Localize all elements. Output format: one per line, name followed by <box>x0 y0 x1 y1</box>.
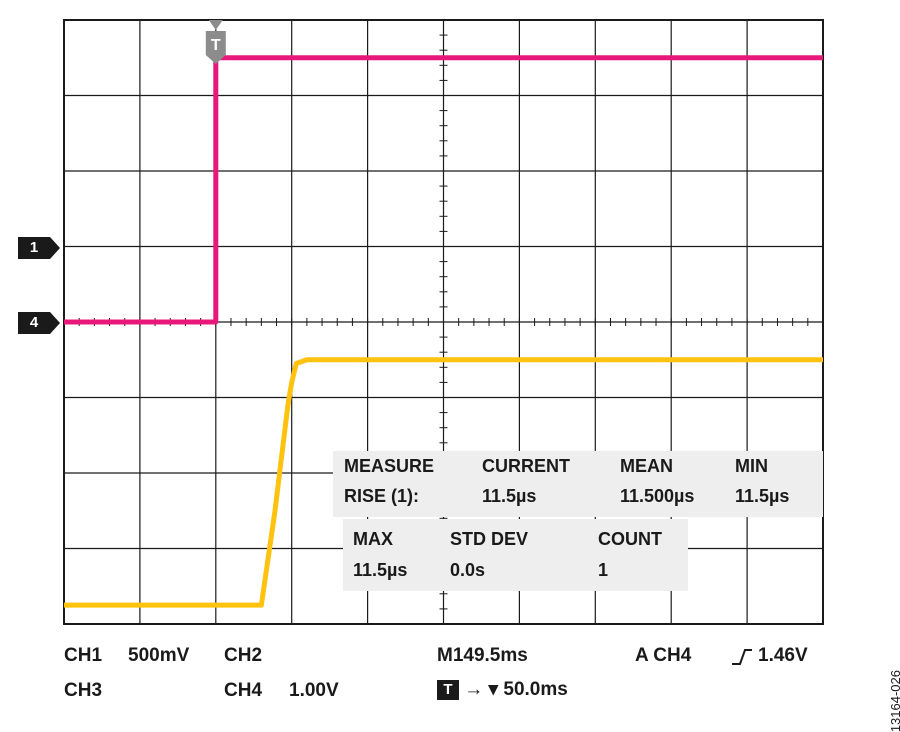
max-label: MAX <box>353 529 393 549</box>
measurement-panel-top <box>333 451 823 517</box>
trigger-position-icon: T <box>437 679 459 700</box>
trigger-level: 1.46V <box>758 645 808 666</box>
ch1-ground-marker: 1 <box>18 237 62 259</box>
stddev-label: STD DEV <box>450 529 529 549</box>
trigger-marker-group: T <box>205 20 226 64</box>
traces <box>64 55 823 608</box>
ch4-ground-marker: 4 <box>18 312 62 334</box>
mean-label: MEAN <box>620 456 673 476</box>
figure-id: 13164-026 <box>888 670 900 732</box>
count-value: 1 <box>598 560 609 580</box>
count-label: COUNT <box>598 529 662 549</box>
trigger-box-icon <box>205 31 226 55</box>
rising-edge-icon <box>732 649 752 665</box>
stddev-value: 0.0s <box>450 560 486 580</box>
timebase: M149.5ms <box>437 645 528 666</box>
trigger-source: A CH4 <box>635 645 692 666</box>
measurement-panel-bottom <box>343 519 688 591</box>
trigger-delay-value: → ▾ 50.0ms <box>464 679 568 700</box>
ch1-marker-arrow-icon <box>18 237 60 259</box>
trigger-arrow-icon <box>208 20 223 30</box>
ch1-name: CH1 <box>64 645 103 666</box>
current-label: CURRENT <box>482 456 570 476</box>
trigger-label: T <box>211 37 221 54</box>
min-value: 11.5µs <box>735 486 790 506</box>
ch4-marker-label: 4 <box>29 314 39 331</box>
trigger-pointer-icon <box>205 55 226 64</box>
rise-label: RISE (1): <box>344 486 420 506</box>
max-value: 11.5µs <box>353 560 408 580</box>
measure-label: MEASURE <box>344 456 435 476</box>
trigger-delay: T → ▾ 50.0ms <box>437 678 568 701</box>
ch3-name: CH3 <box>64 680 103 701</box>
trace-ch1 <box>64 55 823 325</box>
min-label: MIN <box>735 456 768 476</box>
oscilloscope-screen: T <box>63 19 824 625</box>
current-value: 11.5µs <box>482 486 537 506</box>
ch4-name: CH4 <box>224 680 263 701</box>
ch1-scale: 500mV <box>128 645 190 666</box>
ch2-name: CH2 <box>224 645 263 666</box>
trace-ch4 <box>64 357 823 608</box>
mean-value: 11.500µs <box>620 486 695 506</box>
ch1-marker-label: 1 <box>29 239 39 256</box>
ch4-marker-arrow-icon <box>18 312 60 334</box>
ch4-scale: 1.00V <box>289 680 339 701</box>
